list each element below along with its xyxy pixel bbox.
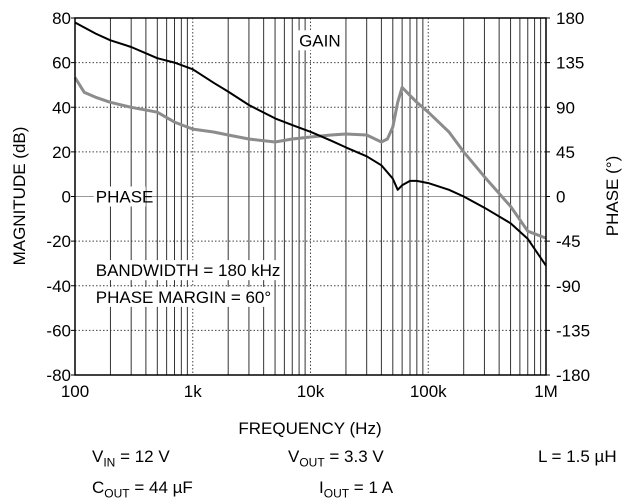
y2-tick-label: -135 [556, 321, 590, 340]
x-tick-label: 1M [534, 382, 558, 401]
iout-condition: IOUT = 1 A [319, 478, 394, 501]
y2-tick-label: 90 [556, 98, 575, 117]
series [73, 21, 547, 267]
cout-condition: COUT = 44 µF [92, 478, 193, 501]
y-tick-label: 20 [52, 143, 71, 162]
inductor-condition: L = 1.5 µH [538, 447, 617, 466]
plot-frame [74, 17, 547, 376]
vin-condition: VIN = 12 V [92, 447, 170, 470]
y2-axis-label: PHASE (°) [603, 156, 622, 236]
annotations: GAIN PHASE BANDWIDTH = 180 kHz PHASE MARGIN… [93, 30, 341, 307]
annotation-text: PHASE MARGIN = 60° [96, 288, 271, 307]
y2-tick-label: 180 [556, 9, 584, 28]
x-tick-label: 1k [184, 382, 202, 401]
y2-tick-label: 135 [556, 54, 584, 73]
y2-tick-label: 45 [556, 143, 575, 162]
annotation-background [93, 260, 281, 281]
y-tick-label: 60 [52, 54, 71, 73]
y-tick-label: 80 [52, 9, 71, 28]
y-tick-label: 40 [52, 98, 71, 117]
annotation-text: BANDWIDTH = 180 kHz [96, 261, 281, 280]
annotation-background [93, 286, 271, 307]
y-tick-label: -80 [46, 366, 71, 385]
tick-labels: 100 1k 10k 100k 1M 80 60 40 20 0 -20 -40 -60 -80 180 13… [46, 9, 590, 401]
y-axis-label: MAGNITUDE (dB) [10, 127, 29, 266]
annotation-background [93, 186, 146, 207]
y2-tick-label: 0 [556, 188, 565, 207]
grid [75, 18, 546, 375]
y-tick-label: -20 [46, 232, 71, 251]
annotation-text: PHASE [96, 188, 154, 207]
phase-series-line [73, 76, 547, 240]
x-tick-label: 100k [410, 382, 447, 401]
y2-tick-label: -45 [556, 232, 581, 251]
x-tick-label: 10k [297, 382, 325, 401]
annotation-background [297, 30, 340, 51]
annotation-text: GAIN [299, 31, 341, 50]
vout-condition: VOUT = 3.3 V [288, 447, 384, 470]
y-tick-label: 0 [62, 188, 71, 207]
y-tick-label: -40 [46, 277, 71, 296]
y2-tick-label: -90 [556, 277, 581, 296]
x-axis-label: FREQUENCY (Hz) [238, 419, 381, 438]
y2-tick-label: -180 [556, 366, 590, 385]
y-tick-label: -60 [46, 321, 71, 340]
gain-series-line [74, 21, 547, 267]
x-tick-label: 100 [61, 382, 89, 401]
